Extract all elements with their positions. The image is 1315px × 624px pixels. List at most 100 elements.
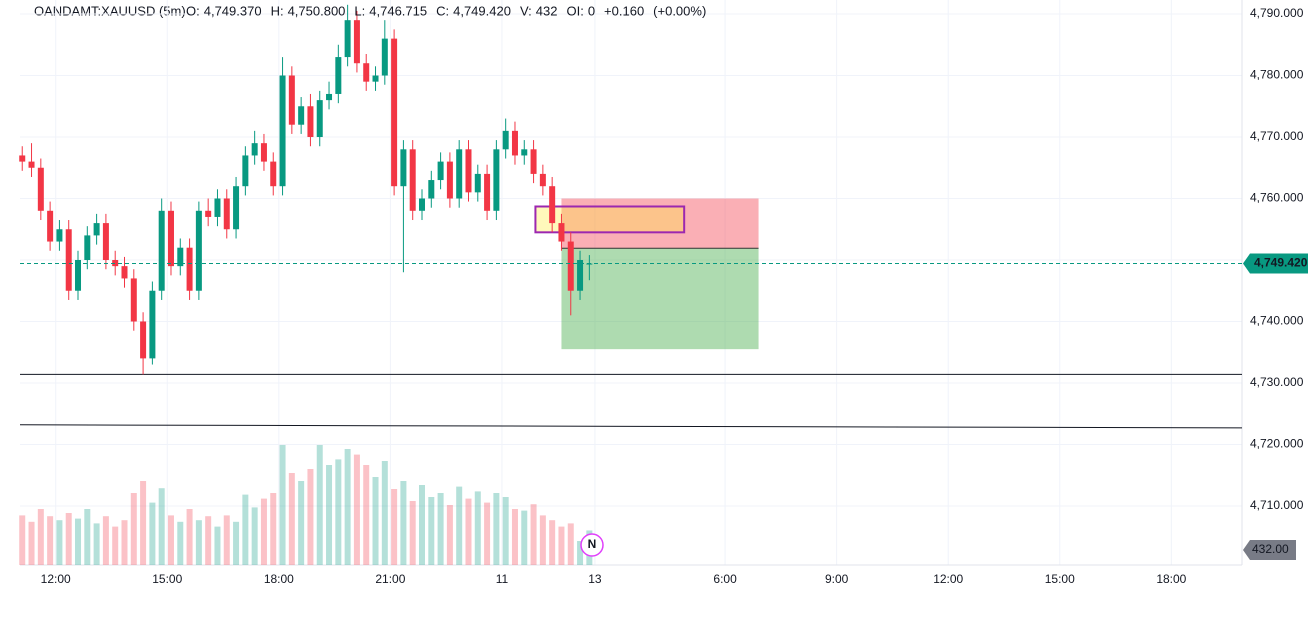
candle-body [270,161,277,187]
candle-body [446,161,453,199]
candle-body [363,63,370,82]
header-close-label: C: [436,3,449,18]
volume-bar [567,523,574,565]
candle-body [195,210,202,291]
candle-body [112,259,119,267]
candle-body [502,130,509,150]
candle-body [37,167,44,211]
volume-bar [37,509,44,565]
header-high-label: H: [271,3,284,18]
volume-bar [326,465,333,565]
volume-bar [260,498,267,565]
header-high: 4,750.800 [288,3,346,18]
candle-body [177,247,184,267]
candle-body [251,143,258,156]
volume-bar [279,445,286,565]
candle-body [428,180,435,199]
candle-body [56,229,63,242]
candle-body [391,38,398,187]
candle-body [353,20,360,64]
volume-bar [558,526,565,565]
volume-bar [298,481,305,565]
volume-bar [270,493,277,565]
volume-bar [409,501,416,565]
volume-bar [93,523,100,565]
symbol: OANDAMT:XAUUSD (5m) [34,3,186,18]
trend-line [19,424,1243,429]
y-tick-label: 4,760.000 [1250,191,1304,205]
candle-body [102,223,109,260]
candle-body [316,100,323,138]
news-icon [580,533,604,557]
candle-body [93,223,100,236]
header-change-pct: (+0.00%) [653,3,706,18]
candle-body [47,210,54,242]
volume-bar [195,520,202,565]
candle-body [214,198,221,217]
candle-body [279,75,286,187]
candle-body [456,149,463,199]
candle-body [260,143,267,162]
volume-tag-label: 432.00 [1252,542,1289,556]
x-tick-label: 21:00 [375,572,405,586]
volume-bar [437,493,444,565]
candle-body [335,57,342,94]
candle-body [493,149,500,211]
header-volume-label: V: [520,3,532,18]
candle-body [298,106,305,125]
volume-bar [158,488,165,565]
volume-bar [307,469,314,565]
candle-body [65,229,72,291]
candle-body [344,20,351,58]
volume-bar [344,449,351,565]
volume-bar [419,485,426,565]
y-tick-label: 4,720.000 [1250,437,1304,451]
candle-body [326,93,333,101]
volume-bar [251,507,258,565]
volume-bar [140,481,147,565]
volume-bar [102,516,109,565]
grid [20,0,1242,565]
candle-body [437,161,444,181]
x-tick-label: 12:00 [41,572,71,586]
volume-bar [474,491,481,565]
candle-body [19,155,26,162]
candle-body [233,186,240,230]
volume-bar [28,521,35,565]
volume-bar [65,513,72,565]
candle-body [28,161,35,168]
volume-bar [493,493,500,565]
header-open: 4,749.370 [204,3,262,18]
volume-bar [372,477,379,565]
candle-body [558,223,565,242]
price-tag [1243,253,1308,274]
x-tick-label: 18:00 [264,572,294,586]
header-open-label: O: [186,3,200,18]
candle-body [567,241,574,291]
x-tick-label: 9:00 [825,572,849,586]
candle-body [158,210,165,291]
volume-bar [186,509,193,565]
candle-body [511,130,518,156]
volume-bar [484,502,491,565]
candle-body [75,259,82,291]
volume-bar [521,510,528,565]
volume-bar [242,494,249,565]
volume-tag [1243,540,1296,560]
volume-bar [214,526,221,565]
candle-body [186,247,193,291]
candle-body [149,290,156,359]
candle-body [549,186,556,224]
rectangle-drawing [534,205,686,234]
y-tick-label: 4,740.000 [1250,314,1304,328]
candle-body [307,106,314,138]
header-low: 4,746.715 [369,3,427,18]
volume-bar [316,445,323,565]
candle-body [372,75,379,82]
volume-bar [205,516,212,565]
volume-bar [400,481,407,565]
y-tick-label: 4,770.000 [1250,129,1304,143]
volume-bar [149,502,156,565]
header-change: +0.160 [604,3,644,18]
